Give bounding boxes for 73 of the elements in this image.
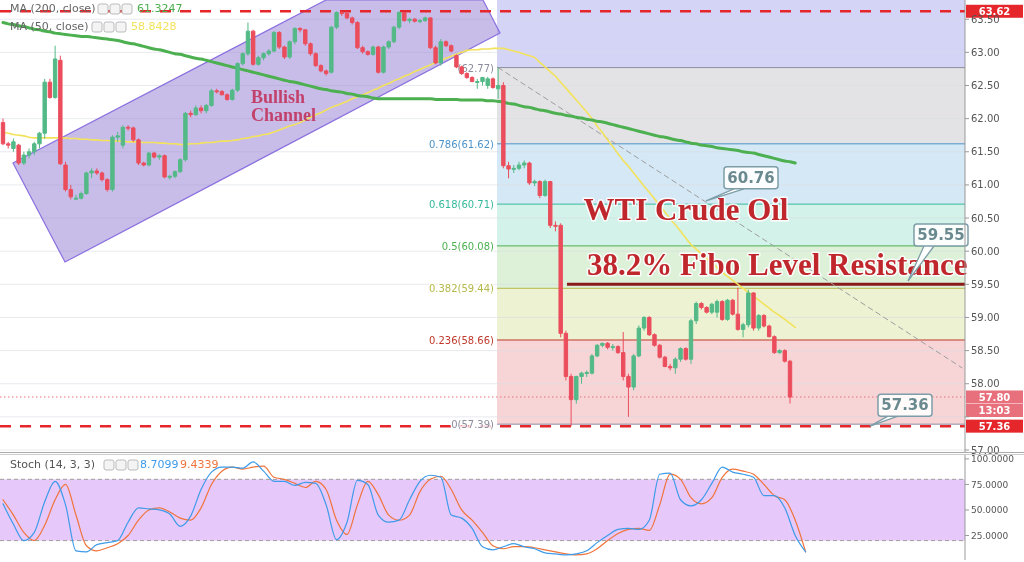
y-tick-label: 75.0000 bbox=[971, 479, 1009, 490]
candlestick bbox=[537, 179, 543, 199]
ref-line-label: 0.786(61.62) bbox=[428, 138, 495, 150]
y-tick-label: 58.00 bbox=[971, 378, 1000, 390]
candlestick bbox=[532, 179, 537, 187]
annotation: 9.4339 bbox=[180, 458, 219, 471]
candlestick bbox=[370, 45, 376, 57]
y-tick-label: 60.50 bbox=[971, 212, 1000, 224]
candlestick bbox=[422, 16, 428, 23]
candlestick bbox=[412, 17, 417, 24]
candlestick bbox=[709, 302, 715, 315]
y-tick-label: 60.00 bbox=[971, 245, 1000, 257]
y-tick-label: 59.00 bbox=[971, 311, 1000, 323]
candlestick bbox=[438, 38, 443, 67]
candlestick bbox=[16, 143, 21, 166]
annotation: 8.7099 bbox=[140, 458, 179, 471]
candlestick bbox=[777, 348, 782, 355]
candlestick bbox=[146, 151, 152, 167]
annotation: 58.8428 bbox=[131, 20, 177, 33]
candlestick bbox=[224, 92, 230, 102]
candlestick bbox=[193, 104, 199, 117]
annotation: Bullish Channel bbox=[251, 87, 317, 125]
ref-line-label: 57.80 bbox=[978, 391, 1011, 403]
candlestick bbox=[751, 291, 756, 332]
candlestick bbox=[151, 151, 157, 159]
text: 13:03 bbox=[978, 405, 1011, 416]
candlestick bbox=[21, 151, 27, 166]
annotation: 61.3247 bbox=[137, 2, 183, 15]
y-tick-label: 63.00 bbox=[971, 46, 1000, 58]
y-tick-label: 59.50 bbox=[971, 278, 1000, 290]
ref-line-label: 0.618(60.71) bbox=[428, 199, 495, 211]
candlestick bbox=[683, 346, 688, 362]
ref-line-label: 0.5(60.08) bbox=[441, 240, 495, 252]
candlestick bbox=[720, 299, 725, 322]
candlestick bbox=[250, 29, 256, 67]
line-series bbox=[1, 21, 797, 165]
y-tick-label: 62.50 bbox=[971, 80, 1000, 91]
annotation: MA (200, close) bbox=[10, 2, 96, 15]
ref-line-label: 0.236(58.66) bbox=[428, 334, 495, 346]
candlestick bbox=[58, 55, 63, 166]
ref-line-label: 0.382(59.44) bbox=[428, 283, 495, 295]
y-tick-label: 50.0000 bbox=[971, 505, 1009, 516]
candlestick bbox=[162, 153, 167, 179]
annotation: 60.76 bbox=[727, 168, 775, 187]
y-tick-label: 100.0000 bbox=[971, 454, 1015, 465]
candlestick bbox=[198, 104, 204, 114]
candlestick bbox=[542, 179, 548, 198]
annotation: 57.36 bbox=[881, 396, 929, 415]
chart-title: Stoch (14, 3, 3) bbox=[10, 458, 96, 471]
candlestick bbox=[376, 45, 381, 75]
candlestick bbox=[756, 313, 761, 332]
candlestick bbox=[11, 138, 16, 153]
candlestick bbox=[157, 153, 162, 161]
annotation: 59.55 bbox=[917, 226, 965, 245]
y-tick-label: 58.50 bbox=[971, 345, 1000, 357]
candlestick bbox=[188, 110, 193, 118]
candlestick bbox=[402, 11, 407, 23]
y-tick-label: 25.0000 bbox=[971, 530, 1009, 541]
candlestick bbox=[527, 161, 532, 186]
candlestick bbox=[495, 67, 501, 100]
candlestick bbox=[47, 78, 53, 100]
candlestick bbox=[605, 341, 610, 350]
candlestick bbox=[469, 75, 475, 83]
y-tick-label: 62.00 bbox=[971, 113, 1000, 125]
candlestick bbox=[407, 17, 412, 24]
candlestick bbox=[725, 298, 730, 322]
candlestick bbox=[490, 77, 496, 90]
y-tick-label: 61.50 bbox=[971, 146, 1000, 158]
ref-line-label: 0(57.39) bbox=[451, 419, 495, 431]
candlestick bbox=[610, 343, 615, 352]
ref-line-label: 57.36 bbox=[978, 421, 1011, 433]
candlestick bbox=[52, 45, 58, 100]
y-tick-label: 61.00 bbox=[971, 179, 1000, 191]
